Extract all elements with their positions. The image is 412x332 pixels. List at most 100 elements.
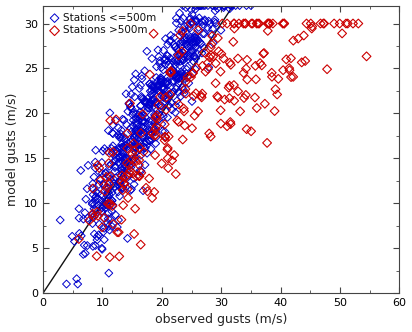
Stations <=500m bbox=[218, 28, 224, 33]
Stations <=500m bbox=[151, 126, 158, 132]
Stations <=500m bbox=[165, 103, 172, 108]
Stations <=500m bbox=[116, 180, 123, 185]
Stations <=500m bbox=[92, 195, 99, 200]
Stations >500m bbox=[115, 230, 122, 235]
Stations <=500m bbox=[89, 202, 96, 207]
Stations <=500m bbox=[112, 164, 119, 169]
Stations <=500m bbox=[96, 169, 103, 175]
Stations <=500m bbox=[204, 25, 211, 30]
Stations >500m bbox=[94, 163, 101, 168]
Stations >500m bbox=[133, 158, 139, 164]
Stations <=500m bbox=[109, 198, 115, 204]
Stations <=500m bbox=[209, 3, 215, 8]
Stations <=500m bbox=[185, 73, 192, 78]
Stations <=500m bbox=[159, 121, 165, 126]
Stations <=500m bbox=[127, 165, 134, 170]
Stations <=500m bbox=[169, 70, 175, 75]
Stations <=500m bbox=[152, 120, 158, 125]
Stations >500m bbox=[244, 57, 250, 62]
Stations <=500m bbox=[132, 145, 139, 151]
Stations <=500m bbox=[176, 52, 183, 58]
Stations >500m bbox=[162, 135, 169, 140]
Stations <=500m bbox=[77, 168, 84, 173]
Stations <=500m bbox=[147, 138, 153, 143]
Stations >500m bbox=[167, 70, 173, 75]
Stations <=500m bbox=[142, 120, 148, 125]
Stations >500m bbox=[235, 89, 241, 94]
Stations <=500m bbox=[98, 210, 105, 215]
Stations >500m bbox=[136, 174, 143, 179]
Stations <=500m bbox=[143, 49, 150, 54]
Legend: Stations <=500m, Stations >500m: Stations <=500m, Stations >500m bbox=[48, 11, 158, 38]
Stations >500m bbox=[264, 21, 271, 26]
Stations <=500m bbox=[142, 100, 149, 105]
Stations <=500m bbox=[116, 135, 123, 140]
Stations <=500m bbox=[101, 146, 108, 151]
Stations <=500m bbox=[102, 202, 109, 207]
Stations >500m bbox=[303, 21, 310, 26]
Stations <=500m bbox=[119, 187, 126, 192]
Stations <=500m bbox=[105, 190, 111, 195]
Stations >500m bbox=[205, 66, 211, 72]
Stations >500m bbox=[173, 171, 179, 177]
Stations <=500m bbox=[176, 81, 182, 86]
Stations <=500m bbox=[119, 167, 125, 172]
Stations >500m bbox=[253, 21, 260, 26]
Stations <=500m bbox=[142, 100, 148, 105]
Stations <=500m bbox=[146, 81, 153, 86]
Stations <=500m bbox=[152, 129, 159, 135]
Stations <=500m bbox=[147, 81, 153, 86]
Stations <=500m bbox=[183, 5, 190, 10]
Stations <=500m bbox=[118, 132, 124, 137]
Stations <=500m bbox=[131, 182, 137, 187]
Stations <=500m bbox=[137, 103, 144, 109]
Stations <=500m bbox=[193, 19, 200, 24]
Stations <=500m bbox=[133, 116, 139, 121]
Stations <=500m bbox=[189, 99, 195, 104]
Stations <=500m bbox=[188, 7, 194, 12]
Stations <=500m bbox=[103, 197, 110, 203]
Stations >500m bbox=[75, 236, 82, 242]
Stations <=500m bbox=[220, 3, 227, 8]
Stations <=500m bbox=[176, 76, 183, 81]
Stations <=500m bbox=[147, 89, 154, 94]
Stations >500m bbox=[218, 51, 225, 56]
Stations >500m bbox=[146, 176, 152, 181]
Stations <=500m bbox=[119, 159, 126, 164]
Stations <=500m bbox=[164, 80, 171, 85]
Stations <=500m bbox=[197, 3, 203, 8]
Stations <=500m bbox=[84, 215, 91, 221]
Stations >500m bbox=[243, 126, 250, 132]
Stations >500m bbox=[151, 189, 157, 195]
Stations <=500m bbox=[173, 20, 180, 26]
Stations <=500m bbox=[187, 51, 193, 56]
Stations >500m bbox=[181, 123, 188, 128]
Stations >500m bbox=[162, 138, 168, 143]
Stations <=500m bbox=[189, 12, 195, 17]
Stations <=500m bbox=[144, 108, 150, 114]
Stations <=500m bbox=[122, 164, 129, 169]
Stations <=500m bbox=[154, 86, 160, 91]
Stations <=500m bbox=[167, 33, 174, 38]
Stations <=500m bbox=[142, 115, 148, 120]
Stations >500m bbox=[272, 87, 279, 92]
Stations <=500m bbox=[98, 160, 105, 165]
Stations <=500m bbox=[142, 162, 148, 167]
Stations <=500m bbox=[99, 202, 106, 208]
Stations <=500m bbox=[180, 77, 187, 82]
Stations >500m bbox=[182, 86, 189, 92]
Stations >500m bbox=[169, 158, 176, 163]
Stations >500m bbox=[176, 102, 182, 107]
Stations <=500m bbox=[166, 39, 173, 44]
Stations <=500m bbox=[192, 35, 198, 41]
Stations <=500m bbox=[179, 50, 186, 55]
Stations <=500m bbox=[135, 128, 141, 133]
Stations <=500m bbox=[125, 174, 131, 179]
Stations <=500m bbox=[181, 48, 188, 53]
Stations <=500m bbox=[122, 143, 129, 149]
Stations <=500m bbox=[138, 128, 144, 134]
Stations <=500m bbox=[186, 54, 193, 59]
Stations >500m bbox=[179, 137, 186, 142]
Stations >500m bbox=[210, 54, 216, 59]
Stations >500m bbox=[217, 69, 224, 74]
